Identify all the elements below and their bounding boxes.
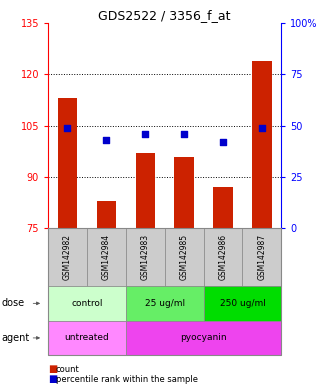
- Bar: [58, 98, 77, 228]
- Point: [181, 131, 187, 137]
- Text: dose: dose: [2, 298, 25, 308]
- Text: ■: ■: [48, 364, 57, 374]
- Point: [220, 139, 226, 145]
- Text: GSM142987: GSM142987: [258, 234, 266, 280]
- Text: untreated: untreated: [65, 333, 109, 343]
- Title: GDS2522 / 3356_f_at: GDS2522 / 3356_f_at: [98, 9, 231, 22]
- Text: GSM142983: GSM142983: [141, 234, 150, 280]
- Point: [65, 125, 70, 131]
- Bar: [213, 187, 233, 228]
- Point: [259, 125, 264, 131]
- Bar: [135, 153, 155, 228]
- Text: agent: agent: [2, 333, 30, 343]
- Text: ■: ■: [48, 374, 57, 384]
- Text: GSM142985: GSM142985: [180, 234, 189, 280]
- Bar: [174, 157, 194, 228]
- Bar: [252, 61, 272, 228]
- Point: [143, 131, 148, 137]
- Text: GSM142984: GSM142984: [102, 234, 111, 280]
- Text: control: control: [71, 299, 103, 308]
- Text: percentile rank within the sample: percentile rank within the sample: [56, 375, 198, 384]
- Bar: [97, 201, 116, 228]
- Text: count: count: [56, 365, 79, 374]
- Text: GSM142982: GSM142982: [63, 234, 72, 280]
- Point: [104, 137, 109, 143]
- Text: pyocyanin: pyocyanin: [180, 333, 227, 343]
- Text: 25 ug/ml: 25 ug/ml: [145, 299, 185, 308]
- Text: 250 ug/ml: 250 ug/ml: [219, 299, 265, 308]
- Text: GSM142986: GSM142986: [218, 234, 227, 280]
